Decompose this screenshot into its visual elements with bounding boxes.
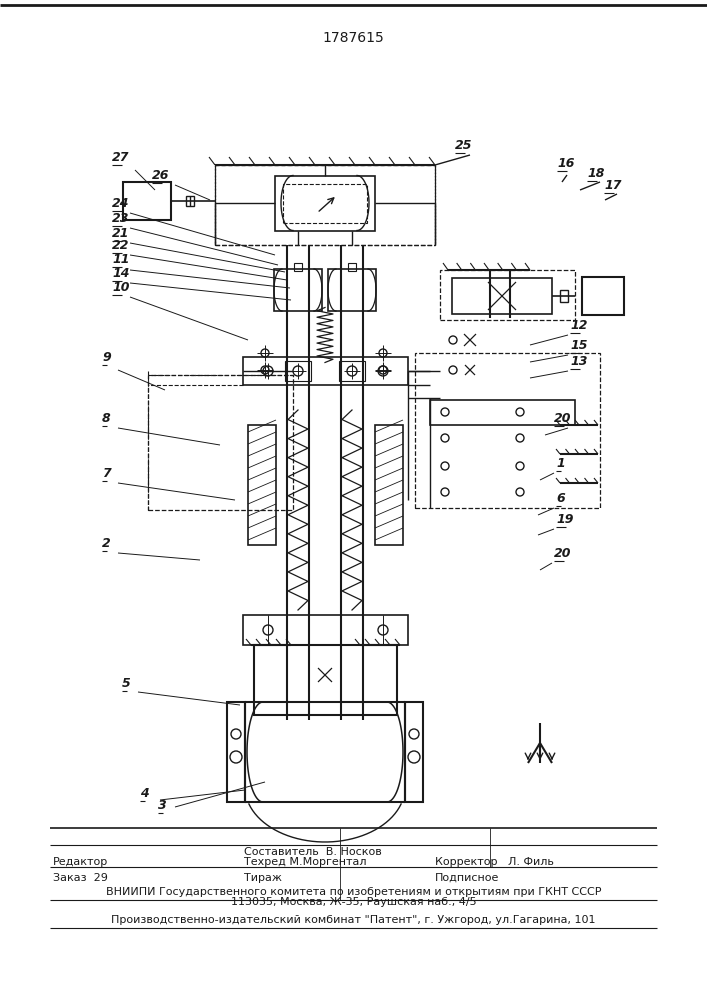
Bar (227, 702, 245, 802)
Bar (328, 269, 376, 311)
Text: 4: 4 (140, 787, 148, 800)
Bar (582, 277, 624, 315)
Bar (430, 400, 575, 425)
Bar (415, 353, 600, 508)
Bar (348, 263, 356, 271)
Text: 7: 7 (102, 467, 111, 480)
Bar (243, 357, 408, 385)
Text: Составитель  В. Носков: Составитель В. Носков (244, 847, 382, 857)
Text: 25: 25 (455, 139, 472, 152)
Text: 8: 8 (102, 412, 111, 425)
Text: Заказ  29: Заказ 29 (53, 873, 108, 883)
Text: 20: 20 (554, 412, 571, 425)
Text: 16: 16 (557, 157, 575, 170)
Bar (375, 425, 403, 545)
Text: ВНИИПИ Государственного комитета по изобретениям и открытиям при ГКНТ СССР: ВНИИПИ Государственного комитета по изоб… (106, 887, 601, 897)
Bar (123, 182, 171, 220)
Text: 20: 20 (554, 547, 571, 560)
Bar (560, 290, 568, 302)
Bar (274, 269, 322, 311)
Bar (405, 702, 423, 802)
Text: Техред М.Моргентал: Техред М.Моргентал (244, 857, 366, 867)
Bar (452, 278, 552, 314)
Bar (248, 425, 276, 545)
Text: 19: 19 (556, 513, 573, 526)
Text: 24: 24 (112, 197, 129, 210)
Text: 17: 17 (604, 179, 621, 192)
Bar (186, 196, 194, 206)
Text: 6: 6 (556, 492, 565, 505)
Text: 15: 15 (570, 339, 588, 352)
Text: 18: 18 (587, 167, 604, 180)
Text: 113035, Москва, Ж-35, Раушская наб., 4/5: 113035, Москва, Ж-35, Раушская наб., 4/5 (230, 897, 477, 907)
Text: 1: 1 (556, 457, 565, 470)
Text: 11: 11 (112, 253, 129, 266)
Text: Подписное: Подписное (435, 873, 499, 883)
Text: 9: 9 (102, 351, 111, 364)
Bar (254, 645, 397, 715)
Text: Производственно-издательский комбинат "Патент", г. Ужгород, ул.Гагарина, 101: Производственно-издательский комбинат "П… (111, 915, 596, 925)
Text: 26: 26 (152, 169, 170, 182)
Text: 10: 10 (112, 281, 129, 294)
Bar (275, 176, 375, 231)
Text: Редактор: Редактор (53, 857, 108, 867)
Text: 27: 27 (112, 151, 129, 164)
Text: Тираж: Тираж (244, 873, 282, 883)
Text: 2: 2 (102, 537, 111, 550)
Text: 5: 5 (122, 677, 131, 690)
Text: 21: 21 (112, 227, 129, 240)
Text: 14: 14 (112, 267, 129, 280)
Bar (440, 270, 575, 320)
Text: 3: 3 (158, 799, 167, 812)
Bar (148, 375, 293, 510)
Text: 23: 23 (112, 212, 129, 225)
Bar (294, 263, 302, 271)
Text: 22: 22 (112, 239, 129, 252)
Text: 13: 13 (570, 355, 588, 368)
Bar (215, 165, 435, 245)
Bar (243, 615, 408, 645)
Bar (283, 184, 367, 223)
Text: 12: 12 (570, 319, 588, 332)
Text: Корректор   Л. Филь: Корректор Л. Филь (435, 857, 554, 867)
Bar (339, 361, 365, 381)
Bar (285, 361, 311, 381)
Text: 1787615: 1787615 (322, 31, 384, 45)
